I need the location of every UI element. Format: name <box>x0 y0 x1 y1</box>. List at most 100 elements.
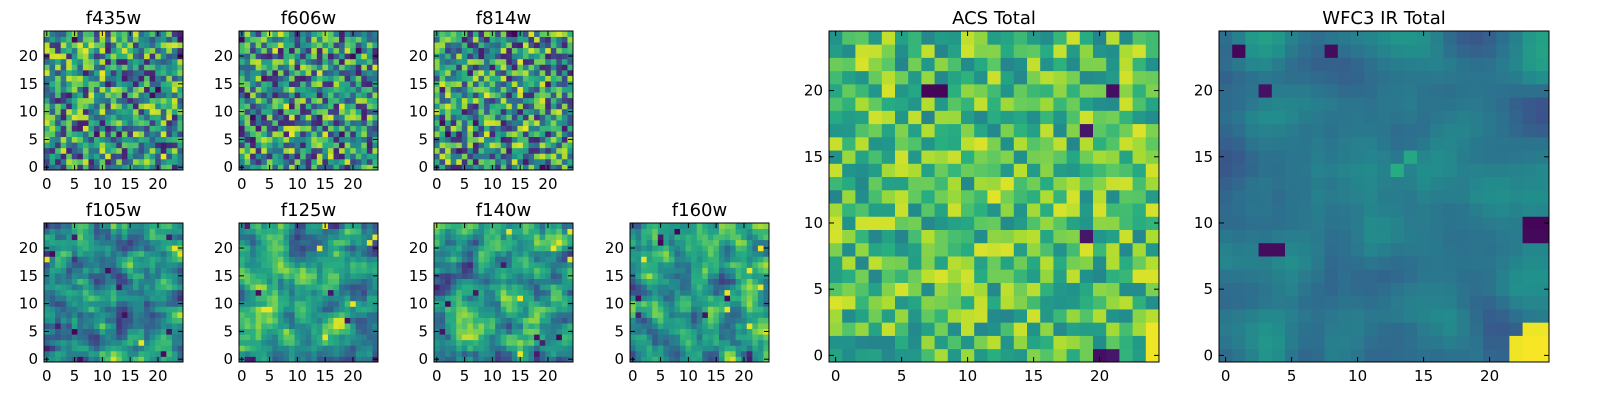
heatmap-cell <box>461 245 468 252</box>
heatmap-cell <box>752 223 759 229</box>
heatmap-cell <box>49 164 56 171</box>
heatmap-cell <box>121 92 128 99</box>
heatmap-cell <box>127 245 134 252</box>
heatmap-cell <box>511 69 518 76</box>
heatmap-cell <box>561 69 568 76</box>
heatmap-cell <box>478 64 485 71</box>
heatmap-cell <box>445 114 452 121</box>
heatmap-cell <box>829 229 843 244</box>
heatmap-cell <box>961 256 975 270</box>
heatmap-cell <box>495 69 502 76</box>
heatmap-cell <box>339 256 346 263</box>
heatmap-cell <box>478 323 485 330</box>
heatmap-cell <box>66 97 73 104</box>
heatmap-cell <box>489 306 496 313</box>
heatmap-cell <box>550 158 557 165</box>
heatmap-cell <box>77 273 84 279</box>
heatmap-cell <box>294 131 301 138</box>
heatmap-cell <box>868 216 883 230</box>
heatmap-cell <box>506 306 513 313</box>
heatmap-cell <box>528 86 535 93</box>
heatmap-cell <box>489 345 496 352</box>
heatmap-cell <box>60 114 67 121</box>
heatmap-cell <box>138 289 145 296</box>
heatmap-cell <box>947 256 962 270</box>
heatmap-cell <box>261 323 268 330</box>
heatmap-cell <box>630 345 636 352</box>
heatmap-cell <box>461 86 468 93</box>
heatmap-cell <box>171 267 178 274</box>
heatmap-cell <box>707 234 714 241</box>
heatmap-cell <box>55 284 62 291</box>
heatmap-cell <box>467 273 474 279</box>
heatmap-cell <box>372 295 379 302</box>
heatmap-cell <box>66 69 73 76</box>
heatmap-cell <box>127 147 134 154</box>
heatmap-cell <box>461 289 468 296</box>
heatmap-cell <box>277 328 284 335</box>
heatmap-cell <box>289 164 295 171</box>
heatmap-cell <box>289 92 295 99</box>
heatmap-cell <box>244 103 251 110</box>
heatmap-cell <box>244 350 251 357</box>
heatmap-cell <box>445 158 452 165</box>
heatmap-cell <box>685 300 692 307</box>
heatmap-cell <box>539 103 546 110</box>
heatmap-cell <box>472 47 479 54</box>
heatmap-cell <box>434 125 440 132</box>
x-tick-label: 5 <box>265 367 275 385</box>
heatmap-cell <box>177 234 184 241</box>
heatmap-cell <box>149 245 156 252</box>
heatmap-cell <box>652 245 659 252</box>
heatmap-cell <box>450 147 457 154</box>
heatmap-cell <box>272 142 279 149</box>
heatmap-cell <box>445 250 452 257</box>
heatmap-cell <box>641 273 648 279</box>
heatmap-cell <box>961 269 975 283</box>
heatmap-cell <box>707 256 714 263</box>
heatmap-cell <box>522 261 529 268</box>
heatmap-cell <box>478 114 485 121</box>
heatmap-cell <box>974 242 988 257</box>
y-tick-label: 15 <box>214 75 233 93</box>
heatmap-cell <box>478 317 485 324</box>
x-tick-label: 0 <box>432 175 442 193</box>
heatmap-cell <box>556 300 563 307</box>
heatmap-cell <box>741 306 748 313</box>
heatmap-cell <box>344 323 351 330</box>
heatmap-cell <box>522 92 529 99</box>
heatmap-cell <box>94 334 100 341</box>
heatmap-cell <box>294 345 301 352</box>
heatmap-cell <box>730 356 737 363</box>
heatmap-cell <box>277 108 284 115</box>
heatmap-cell <box>489 328 496 335</box>
heatmap-cell <box>94 114 100 121</box>
heatmap-cell <box>361 245 368 252</box>
heatmap-cell <box>94 53 100 60</box>
heatmap-cell <box>691 273 698 279</box>
heatmap-cell <box>668 256 675 263</box>
heatmap-cell <box>160 53 167 60</box>
heatmap-cells <box>434 31 574 171</box>
heatmap-cell <box>500 103 507 110</box>
heatmap-cell <box>635 267 642 274</box>
heatmap-cell <box>517 317 524 324</box>
heatmap-cell <box>506 42 513 49</box>
heatmap-cell <box>534 256 541 263</box>
heatmap-cell <box>506 119 513 126</box>
heatmap-cell <box>539 114 546 121</box>
heatmap-cell <box>528 114 535 121</box>
heatmap-cell <box>283 136 290 143</box>
heatmap-cell <box>366 228 373 235</box>
heatmap-cell <box>545 256 552 263</box>
heatmap-cell <box>322 36 329 43</box>
heatmap-cell <box>517 306 524 313</box>
heatmap-cell <box>261 289 268 296</box>
heatmap-cell <box>921 176 935 191</box>
heatmap-cell <box>55 223 62 229</box>
heatmap-cell <box>456 256 463 263</box>
heatmap-cell <box>556 125 563 132</box>
heatmap-cell <box>294 119 301 126</box>
heatmap-cell <box>439 119 446 126</box>
heatmap-cell <box>60 36 67 43</box>
